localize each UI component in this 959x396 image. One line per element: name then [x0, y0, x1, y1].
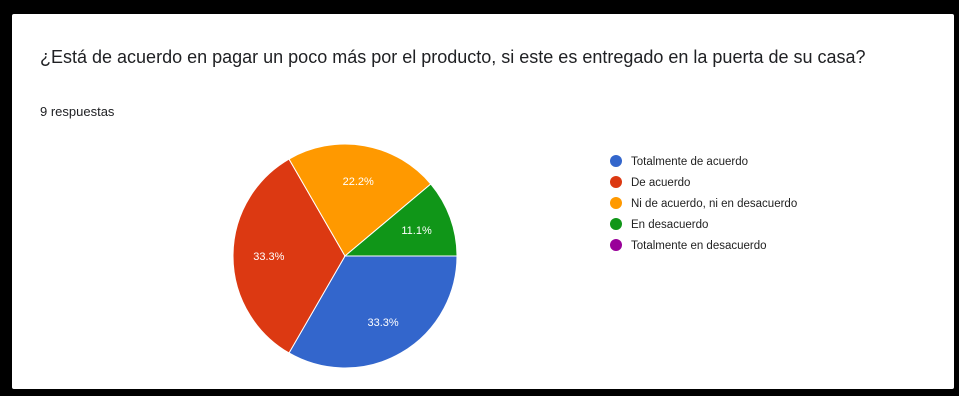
legend-marker: [610, 176, 622, 188]
slice-label: 22.2%: [343, 176, 374, 188]
slice-label: 33.3%: [253, 251, 284, 263]
chart-card: ¿Está de acuerdo en pagar un poco más po…: [12, 14, 954, 389]
pie-slice: [343, 183, 458, 257]
pie-chart: 33.3% 33.3% 22.2% 11.1% Totalmente de acuerd…: [232, 143, 797, 369]
pie-slice: [232, 158, 346, 354]
slice-label: 11.1%: [401, 225, 432, 237]
question-title: ¿Está de acuerdo en pagar un poco más po…: [40, 47, 866, 67]
slice-label: 33.3%: [367, 317, 398, 329]
legend-label: Totalmente en desacuerdo: [631, 240, 767, 252]
legend-label: De acuerdo: [631, 177, 690, 189]
pie-slice: [288, 255, 458, 369]
legend-marker: [610, 239, 622, 251]
pie-slice: [288, 143, 432, 257]
legend-label: Ni de acuerdo, ni en desacuerdo: [631, 198, 797, 210]
legend-label: En desacuerdo: [631, 219, 708, 231]
legend-label: Totalmente de acuerdo: [631, 156, 748, 168]
legend-marker: [610, 218, 622, 230]
legend-marker: [610, 197, 622, 209]
legend-marker: [610, 155, 622, 167]
response-count: 9 respuestas: [40, 104, 115, 119]
